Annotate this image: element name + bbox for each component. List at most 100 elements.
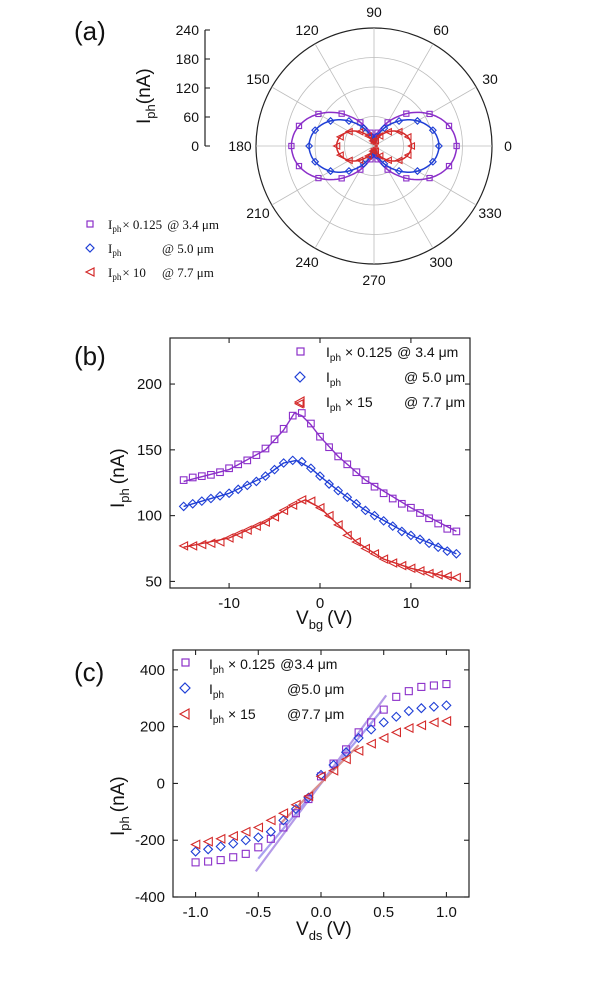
plot-c-ylabel: Iph(nA) [108, 776, 132, 836]
data-point [366, 724, 377, 735]
legend-a-marker-square [86, 220, 94, 228]
data-point [378, 732, 389, 744]
polar-data-point [315, 110, 322, 118]
polar-angle-label: 120 [295, 22, 319, 38]
y-tick-label: 200 [140, 719, 165, 736]
data-point [316, 432, 324, 441]
data-point [440, 715, 452, 727]
data-point [229, 853, 238, 862]
y-tick-label: 150 [137, 442, 162, 459]
data-point [428, 717, 439, 728]
polar-angle-label: 0 [504, 138, 512, 154]
polar-grid-spoke [373, 86, 477, 147]
data-point [416, 703, 427, 714]
legend-b-text-2: Iph @ 5.0 μm [326, 369, 465, 389]
panel-c: (c) -1.0 -0.5 0.0 0.5 1.0 -400 -200 0 200 400 Vds… [74, 649, 470, 943]
radial-scale-tick-label: 0 [191, 138, 199, 154]
data-point [340, 754, 351, 765]
data-point [197, 472, 206, 481]
polar-data-point [407, 141, 416, 151]
data-point [351, 537, 361, 547]
polar-data-point [305, 141, 314, 151]
legend-b-entry-1: Iph × 0.125 @ 3.4 μm [296, 344, 458, 364]
data-point [396, 560, 407, 571]
data-point [379, 705, 388, 714]
data-point [315, 769, 327, 781]
data-point [233, 484, 244, 495]
data-point [279, 424, 288, 433]
data-point [342, 492, 353, 503]
data-point [328, 765, 339, 776]
data-point [334, 452, 343, 461]
polar-data-point [453, 142, 460, 150]
data-point [252, 822, 264, 833]
data-point [416, 509, 424, 517]
y-tick-label: 50 [145, 573, 162, 590]
polar-data-point [295, 122, 303, 130]
polar-data-point [445, 162, 453, 170]
data-point [406, 530, 416, 541]
x-tick-label: 0.5 [373, 904, 394, 921]
data-point [224, 488, 234, 499]
y-tick-label: -200 [135, 832, 165, 849]
polar-data-point [371, 147, 380, 156]
polar-grid [255, 27, 493, 265]
polar-data-point [332, 141, 341, 151]
data-point [254, 843, 263, 852]
panel-c-label: (c) [74, 657, 104, 687]
polar-data-point [434, 141, 443, 151]
data-point [188, 473, 197, 482]
panel-b-label: (b) [74, 341, 106, 371]
polar-data-point [369, 139, 378, 148]
polar-fit-curve [335, 130, 413, 162]
data-point [396, 526, 407, 537]
data-point [441, 700, 452, 711]
polar-data-point [380, 124, 389, 133]
x-tick-label: -0.5 [245, 904, 271, 921]
polar-fit-curve [308, 119, 440, 173]
data-point [378, 717, 389, 728]
data-point [404, 687, 413, 696]
legend-c-entry-3: Iph × 15 @7.7 μm [178, 706, 344, 726]
x-tick-label: 1.0 [436, 904, 457, 921]
data-point [315, 771, 326, 782]
data-point [388, 494, 397, 503]
data-point [287, 500, 298, 510]
data-point [360, 505, 371, 516]
data-point [223, 533, 234, 543]
data-point [216, 468, 224, 477]
data-point [251, 521, 261, 532]
data-point [452, 527, 461, 536]
data-point [242, 525, 252, 535]
data-point [429, 681, 438, 690]
data-point [290, 803, 302, 815]
data-point [291, 809, 300, 818]
data-point [296, 456, 307, 467]
data-point [297, 409, 306, 417]
polar-data-point [403, 151, 412, 160]
polar-data-point [380, 159, 389, 168]
polar-data-point [311, 126, 320, 135]
legend-a-entry-3: Iph× 10 @ 7.7 μm [84, 265, 214, 282]
data-point [242, 480, 253, 491]
data-point [391, 711, 402, 722]
data-point [196, 496, 207, 507]
y-tick-label: 400 [140, 662, 165, 679]
polar-data-point [375, 131, 384, 141]
polar-grid-spoke [314, 145, 375, 249]
legend-b-marker-diamond [294, 371, 306, 383]
polar-data-point [359, 124, 368, 133]
data-point [215, 833, 226, 844]
data-point [261, 444, 270, 453]
data-point [205, 538, 216, 549]
data-point [340, 747, 352, 758]
data-point [353, 732, 364, 744]
plot-b-series [178, 398, 462, 583]
data-point [442, 546, 453, 557]
data-point [215, 841, 226, 852]
polar-angle-label: 90 [366, 4, 382, 20]
polar-data-point [426, 174, 433, 182]
panel-b: (b) -10 0 10 50 100 150 200 Vbg (V) Iph(nA) Iph… [74, 337, 471, 632]
data-point [206, 493, 216, 504]
data-point [178, 501, 189, 512]
